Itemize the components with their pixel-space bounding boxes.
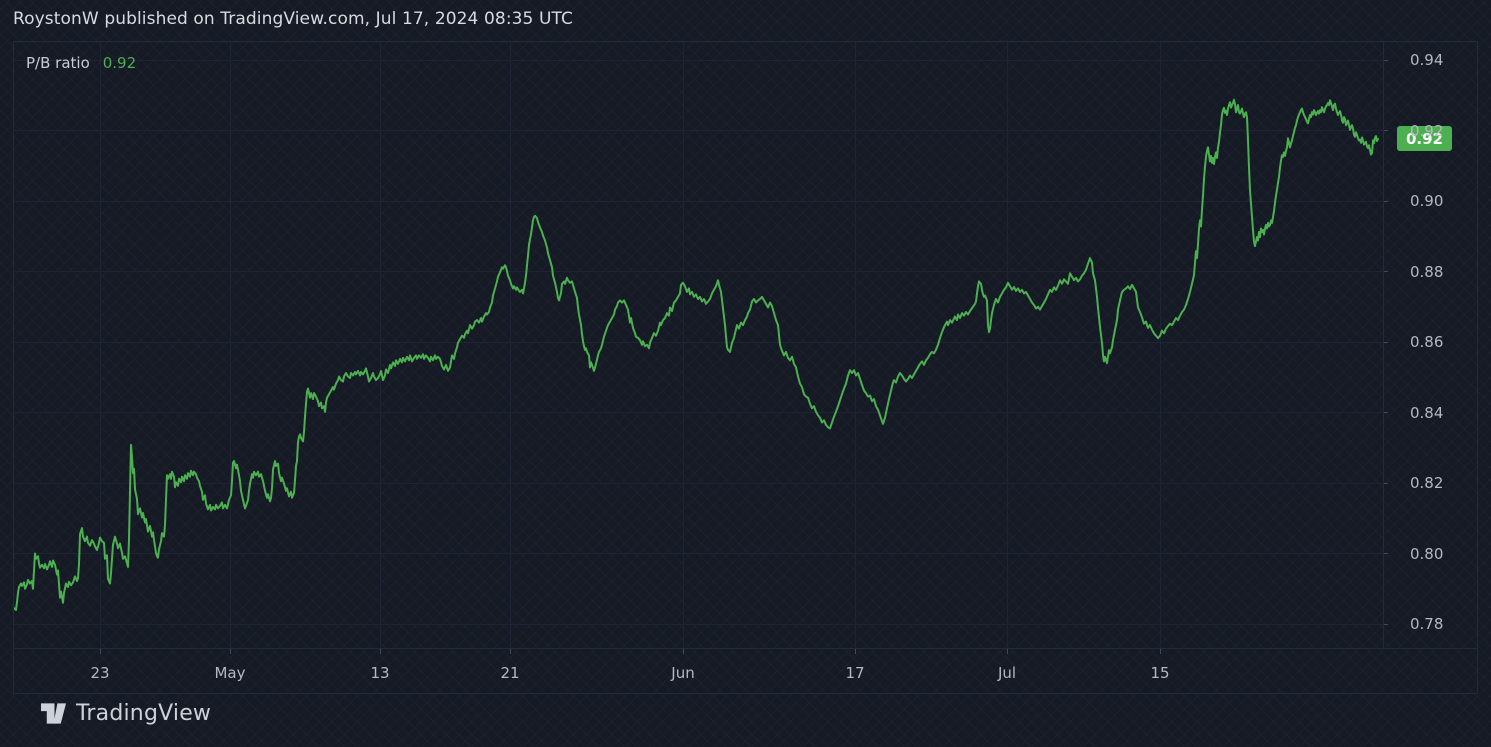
chart-plot-area[interactable] [13,41,1383,648]
header-attribution: RoystonW published on TradingView.com, J… [13,9,573,29]
left-border [13,41,14,693]
x-axis-label: Jun [671,664,695,682]
y-axis-label: 0.86 [1410,333,1444,351]
y-axis-label: 0.88 [1410,262,1444,281]
legend-series-label: P/B ratio [26,54,90,72]
y-axis-label: 0.78 [1410,615,1444,633]
time-scale-divider [13,648,1477,649]
right-border [1477,41,1478,693]
x-axis-label: Jul [997,664,1017,682]
x-axis-label: May [214,664,246,682]
price-badge-value: 0.92 [1405,129,1443,148]
y-axis-label: 0.92 [1410,121,1444,140]
x-axis-label: 21 [500,664,520,682]
tradingview-logo-text[interactable]: TradingView [76,701,212,726]
y-axis-label: 0.84 [1410,403,1444,422]
x-axis-label: 13 [370,664,390,682]
price-scale-divider [1383,41,1384,648]
series-line [13,98,1379,611]
tradingview-logo-icon[interactable] [41,702,67,725]
footer: TradingView [0,693,1491,747]
x-axis-label: 15 [1150,664,1170,682]
y-axis-label: 0.80 [1410,544,1444,563]
y-axis-label: 0.82 [1410,474,1444,492]
x-axis-label: 23 [90,664,110,682]
header-divider [13,41,1477,42]
header: RoystonW published on TradingView.com, J… [0,0,1491,41]
legend-series-value: 0.92 [102,54,137,72]
price-badge: 0.92 [1397,126,1452,152]
footer-divider [13,693,1477,694]
legend: P/B ratio 0.92 [26,54,136,72]
x-axis-label: 17 [845,664,865,682]
y-axis-label: 0.90 [1410,192,1444,210]
y-axis-label: 0.94 [1410,51,1444,69]
